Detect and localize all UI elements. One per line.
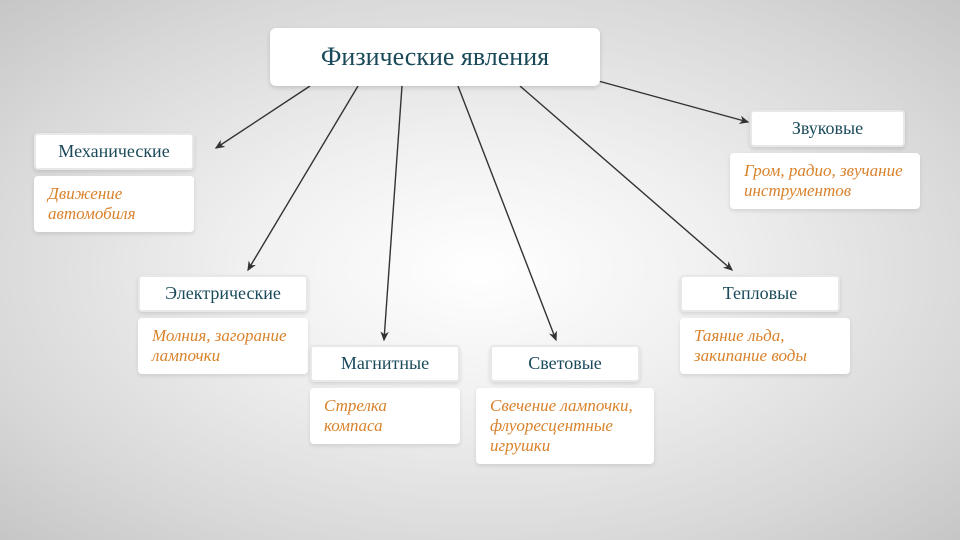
root-node: Физические явления [270,28,600,86]
example-electrical: Молния, загорание лампочки [138,318,308,374]
category-mechanical: Механические [34,133,194,170]
category-light: Световые [490,345,640,382]
category-magnetic: Магнитные [310,345,460,382]
example-label: Свечение лампочки, флуоресцентные игрушк… [490,396,633,455]
category-label: Магнитные [341,353,429,373]
category-label: Механические [58,141,169,161]
edge [384,86,402,340]
edge [458,86,556,340]
category-sound: Звуковые [750,110,905,147]
example-light: Свечение лампочки, флуоресцентные игрушк… [476,388,654,464]
example-label: Стрелка компаса [324,396,387,435]
category-label: Электрические [165,283,281,303]
category-thermal: Тепловые [680,275,840,312]
category-label: Звуковые [792,118,863,138]
root-label: Физические явления [321,42,549,71]
example-label: Молния, загорание лампочки [152,326,287,365]
edge [216,86,310,148]
category-label: Тепловые [723,283,798,303]
example-mechanical: Движение автомобиля [34,176,194,232]
edge [580,76,748,122]
category-electrical: Электрические [138,275,308,312]
example-label: Движение автомобиля [48,184,136,223]
example-magnetic: Стрелка компаса [310,388,460,444]
edge [248,86,358,270]
example-label: Гром, радио, звучание инструментов [744,161,903,200]
example-sound: Гром, радио, звучание инструментов [730,153,920,209]
edge [520,86,732,270]
category-label: Световые [528,353,602,373]
example-thermal: Таяние льда, закипание воды [680,318,850,374]
example-label: Таяние льда, закипание воды [694,326,807,365]
